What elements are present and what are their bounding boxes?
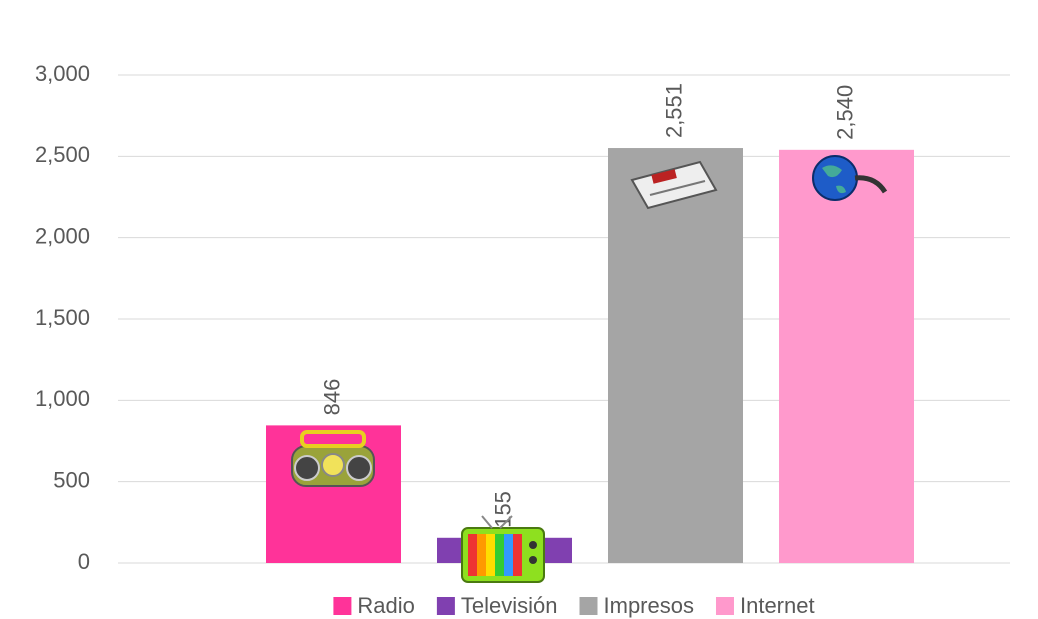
- legend-swatch: [579, 597, 598, 615]
- value-label: 846: [319, 379, 344, 416]
- y-tick-label: 2,500: [35, 142, 90, 167]
- legend-label: Televisión: [461, 593, 558, 618]
- legend-label: Internet: [740, 593, 815, 618]
- newspaper-icon: [630, 160, 718, 210]
- legend-item: Impresos: [579, 593, 694, 618]
- tv-icon: [461, 515, 545, 583]
- y-tick-label: 0: [78, 549, 90, 574]
- bar: [779, 149, 914, 563]
- bar: [608, 148, 743, 563]
- legend-item: Televisión: [436, 593, 558, 618]
- plot-area: 0 500 1,000 1,500 2,000 2,500 3,000 846 155 2,551…: [35, 61, 1010, 574]
- value-label: 155: [490, 491, 515, 528]
- legend-swatch: [333, 597, 352, 615]
- y-tick-label: 1,500: [35, 305, 90, 330]
- value-label: 2,540: [832, 85, 857, 140]
- legend: Radio Televisión Impresos Internet: [333, 593, 815, 618]
- legend-label: Radio: [357, 593, 414, 618]
- y-tick-label: 3,000: [35, 61, 90, 86]
- y-tick-label: 2,000: [35, 223, 90, 248]
- legend-item: Radio: [333, 593, 415, 618]
- legend-swatch: [715, 597, 734, 615]
- legend-swatch: [436, 597, 455, 615]
- y-tick-label: 1,000: [35, 386, 90, 411]
- radio-icon: [291, 430, 375, 487]
- y-tick-label: 500: [53, 467, 90, 492]
- value-label: 2,551: [661, 83, 686, 138]
- globe-icon: [812, 155, 888, 201]
- legend-item: Internet: [715, 593, 815, 618]
- legend-label: Impresos: [604, 593, 694, 618]
